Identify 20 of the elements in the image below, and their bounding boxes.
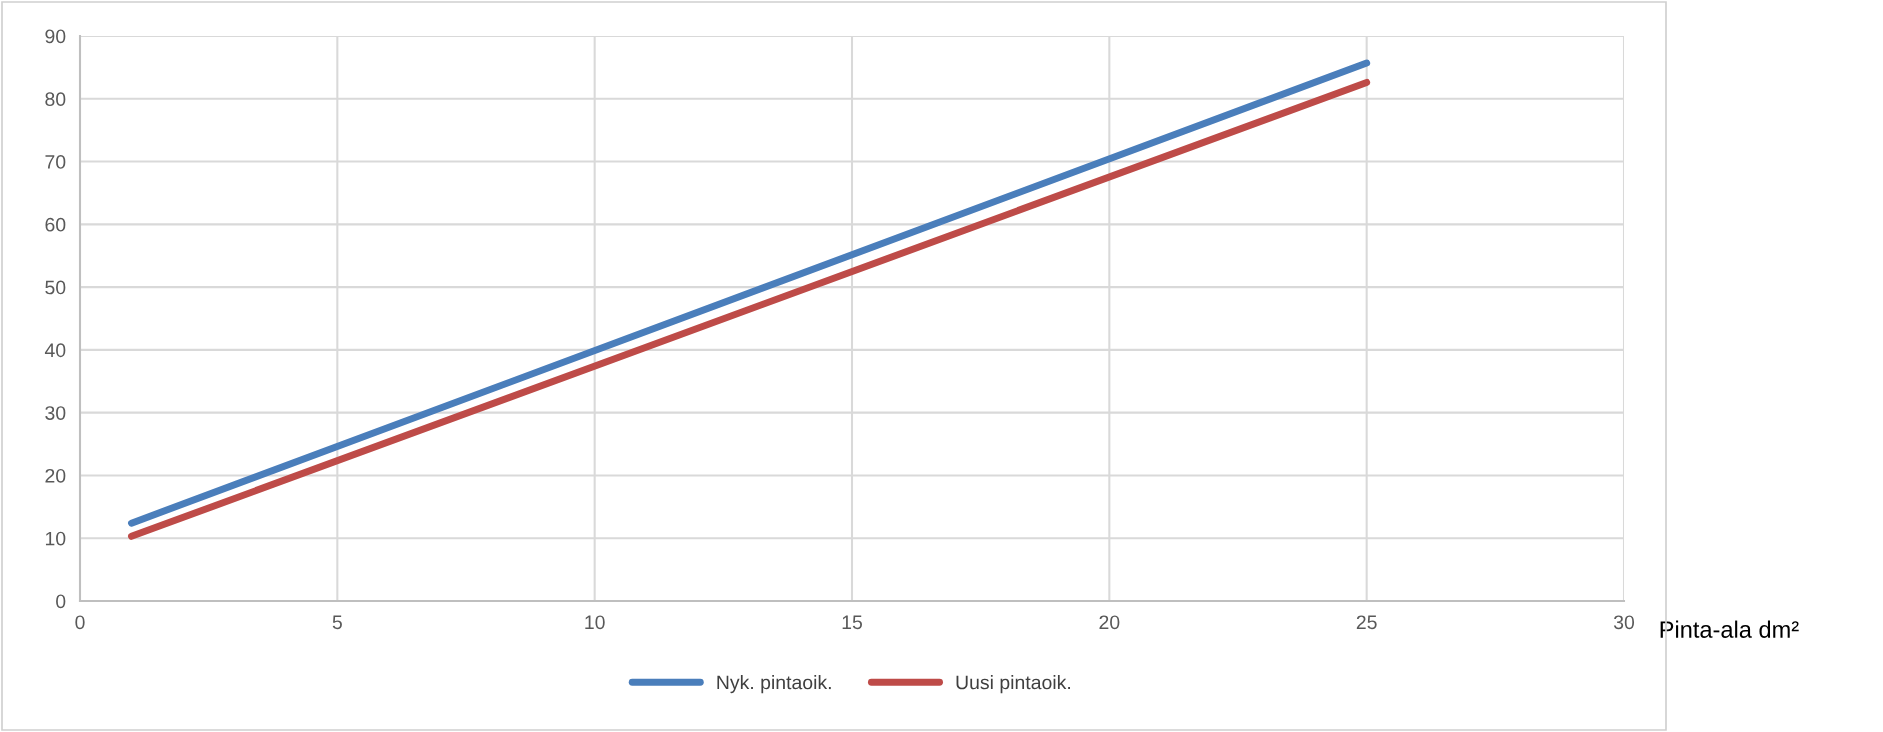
- x-tick-label: 5: [332, 615, 342, 630]
- y-tick-label: 60: [45, 217, 66, 232]
- x-tick-label: 20: [1099, 615, 1120, 630]
- x-tick-label: 10: [585, 615, 605, 630]
- y-tick-label: 90: [45, 29, 66, 44]
- y-tick-label: 50: [45, 280, 66, 295]
- y-tick-label: 30: [45, 406, 66, 420]
- x-tick-label: 25: [1356, 615, 1377, 630]
- x-axis-title: Pinta-ala dm²: [1660, 620, 1799, 638]
- x-tick-label: 0: [75, 615, 85, 630]
- y-tick-label: 40: [44, 343, 66, 358]
- x-tick-label: 15: [842, 615, 862, 630]
- y-tick-label: 70: [45, 155, 66, 169]
- y-tick-label: 0: [56, 594, 66, 609]
- x-tick-label: 30: [1613, 615, 1635, 630]
- legend-label: Nyk. pintaoik.: [717, 675, 831, 694]
- legend-label: Uusi pintaoik.: [956, 675, 1070, 694]
- y-tick-label: 80: [45, 92, 66, 107]
- y-tick-label: 20: [45, 468, 66, 483]
- y-tick-label: 10: [45, 531, 66, 546]
